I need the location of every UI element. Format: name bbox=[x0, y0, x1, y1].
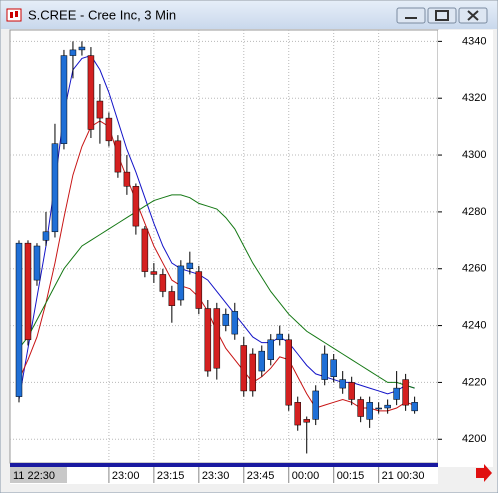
candle-body bbox=[222, 313, 230, 326]
candle-body bbox=[330, 359, 337, 377]
candle-body bbox=[159, 274, 167, 292]
candle-body bbox=[96, 100, 104, 119]
candle-body bbox=[141, 228, 149, 272]
candle-body bbox=[348, 382, 355, 400]
y-tick-label: 4280 bbox=[462, 206, 486, 218]
candle-body bbox=[393, 387, 400, 400]
plot-area bbox=[9, 29, 439, 464]
x-tick-label: 23:15 bbox=[157, 470, 185, 482]
time-axis bbox=[10, 467, 438, 484]
x-tick-label: 23:30 bbox=[202, 470, 230, 482]
cursor-label-box bbox=[10, 467, 67, 483]
close-icon bbox=[467, 10, 479, 21]
y-tick-label: 4320 bbox=[462, 92, 486, 104]
candle-body bbox=[195, 271, 203, 309]
x-tick-label: 23:00 bbox=[112, 470, 140, 482]
candle-body bbox=[33, 245, 41, 281]
candle-body bbox=[294, 402, 301, 426]
candle-body bbox=[132, 186, 140, 227]
y-tick-label: 4340 bbox=[462, 35, 486, 47]
candle-body bbox=[321, 353, 328, 380]
candle-body bbox=[312, 390, 319, 420]
maximize-icon bbox=[435, 10, 449, 21]
candle-body bbox=[87, 55, 95, 130]
y-tick-label: 4200 bbox=[462, 433, 486, 445]
candle-body bbox=[186, 262, 194, 269]
candle-body bbox=[339, 379, 346, 389]
app-icon bbox=[6, 8, 22, 22]
window-title: S.CREE - Cree Inc, 3 Min bbox=[28, 7, 176, 22]
candle-body bbox=[213, 308, 221, 369]
x-tick-label: 00:15 bbox=[337, 470, 365, 482]
x-tick-label: 23:45 bbox=[247, 470, 275, 482]
cursor-label: 11 22:30 bbox=[13, 470, 55, 482]
candle-body bbox=[249, 353, 257, 392]
candle-body bbox=[150, 271, 158, 275]
candle-body bbox=[303, 419, 310, 423]
candle-body bbox=[267, 339, 275, 360]
candle-body bbox=[204, 308, 212, 372]
y-tick-label: 4220 bbox=[462, 376, 486, 388]
candle-body bbox=[69, 49, 77, 56]
x-tick-label: 00:00 bbox=[292, 470, 320, 482]
candle-body bbox=[231, 311, 239, 335]
candle-body bbox=[258, 350, 266, 372]
candle-body bbox=[105, 117, 113, 142]
candle-body bbox=[402, 379, 409, 406]
candle-body bbox=[114, 140, 122, 173]
app-icon-bar bbox=[10, 12, 13, 18]
candle-body bbox=[384, 404, 391, 409]
minimize-button[interactable] bbox=[396, 7, 426, 24]
app-icon-bar bbox=[15, 11, 18, 17]
candle-body bbox=[357, 399, 364, 417]
candle-body bbox=[276, 333, 283, 341]
candle-body bbox=[411, 402, 418, 412]
candle-body bbox=[366, 402, 373, 420]
candle-body bbox=[375, 407, 382, 410]
y-tick-label: 4260 bbox=[462, 263, 486, 275]
moving-average-line bbox=[18, 194, 415, 389]
price-axis bbox=[438, 30, 493, 467]
candle-body bbox=[285, 339, 292, 406]
candle-body bbox=[240, 345, 248, 392]
time-bar bbox=[10, 463, 438, 467]
candle-body bbox=[60, 55, 68, 144]
candle-body bbox=[24, 242, 32, 341]
candle-body bbox=[15, 242, 23, 397]
candle-body bbox=[123, 171, 131, 187]
scroll-arrow[interactable] bbox=[476, 464, 492, 482]
candle-body bbox=[78, 46, 86, 51]
candle-body bbox=[168, 291, 176, 306]
candle-body bbox=[51, 143, 59, 233]
candle-body bbox=[42, 231, 50, 241]
x-tick-label: 21 00:30 bbox=[382, 470, 425, 482]
y-tick-label: 4300 bbox=[462, 149, 486, 161]
y-tick-label: 4240 bbox=[462, 319, 486, 331]
candle-body bbox=[177, 265, 185, 301]
